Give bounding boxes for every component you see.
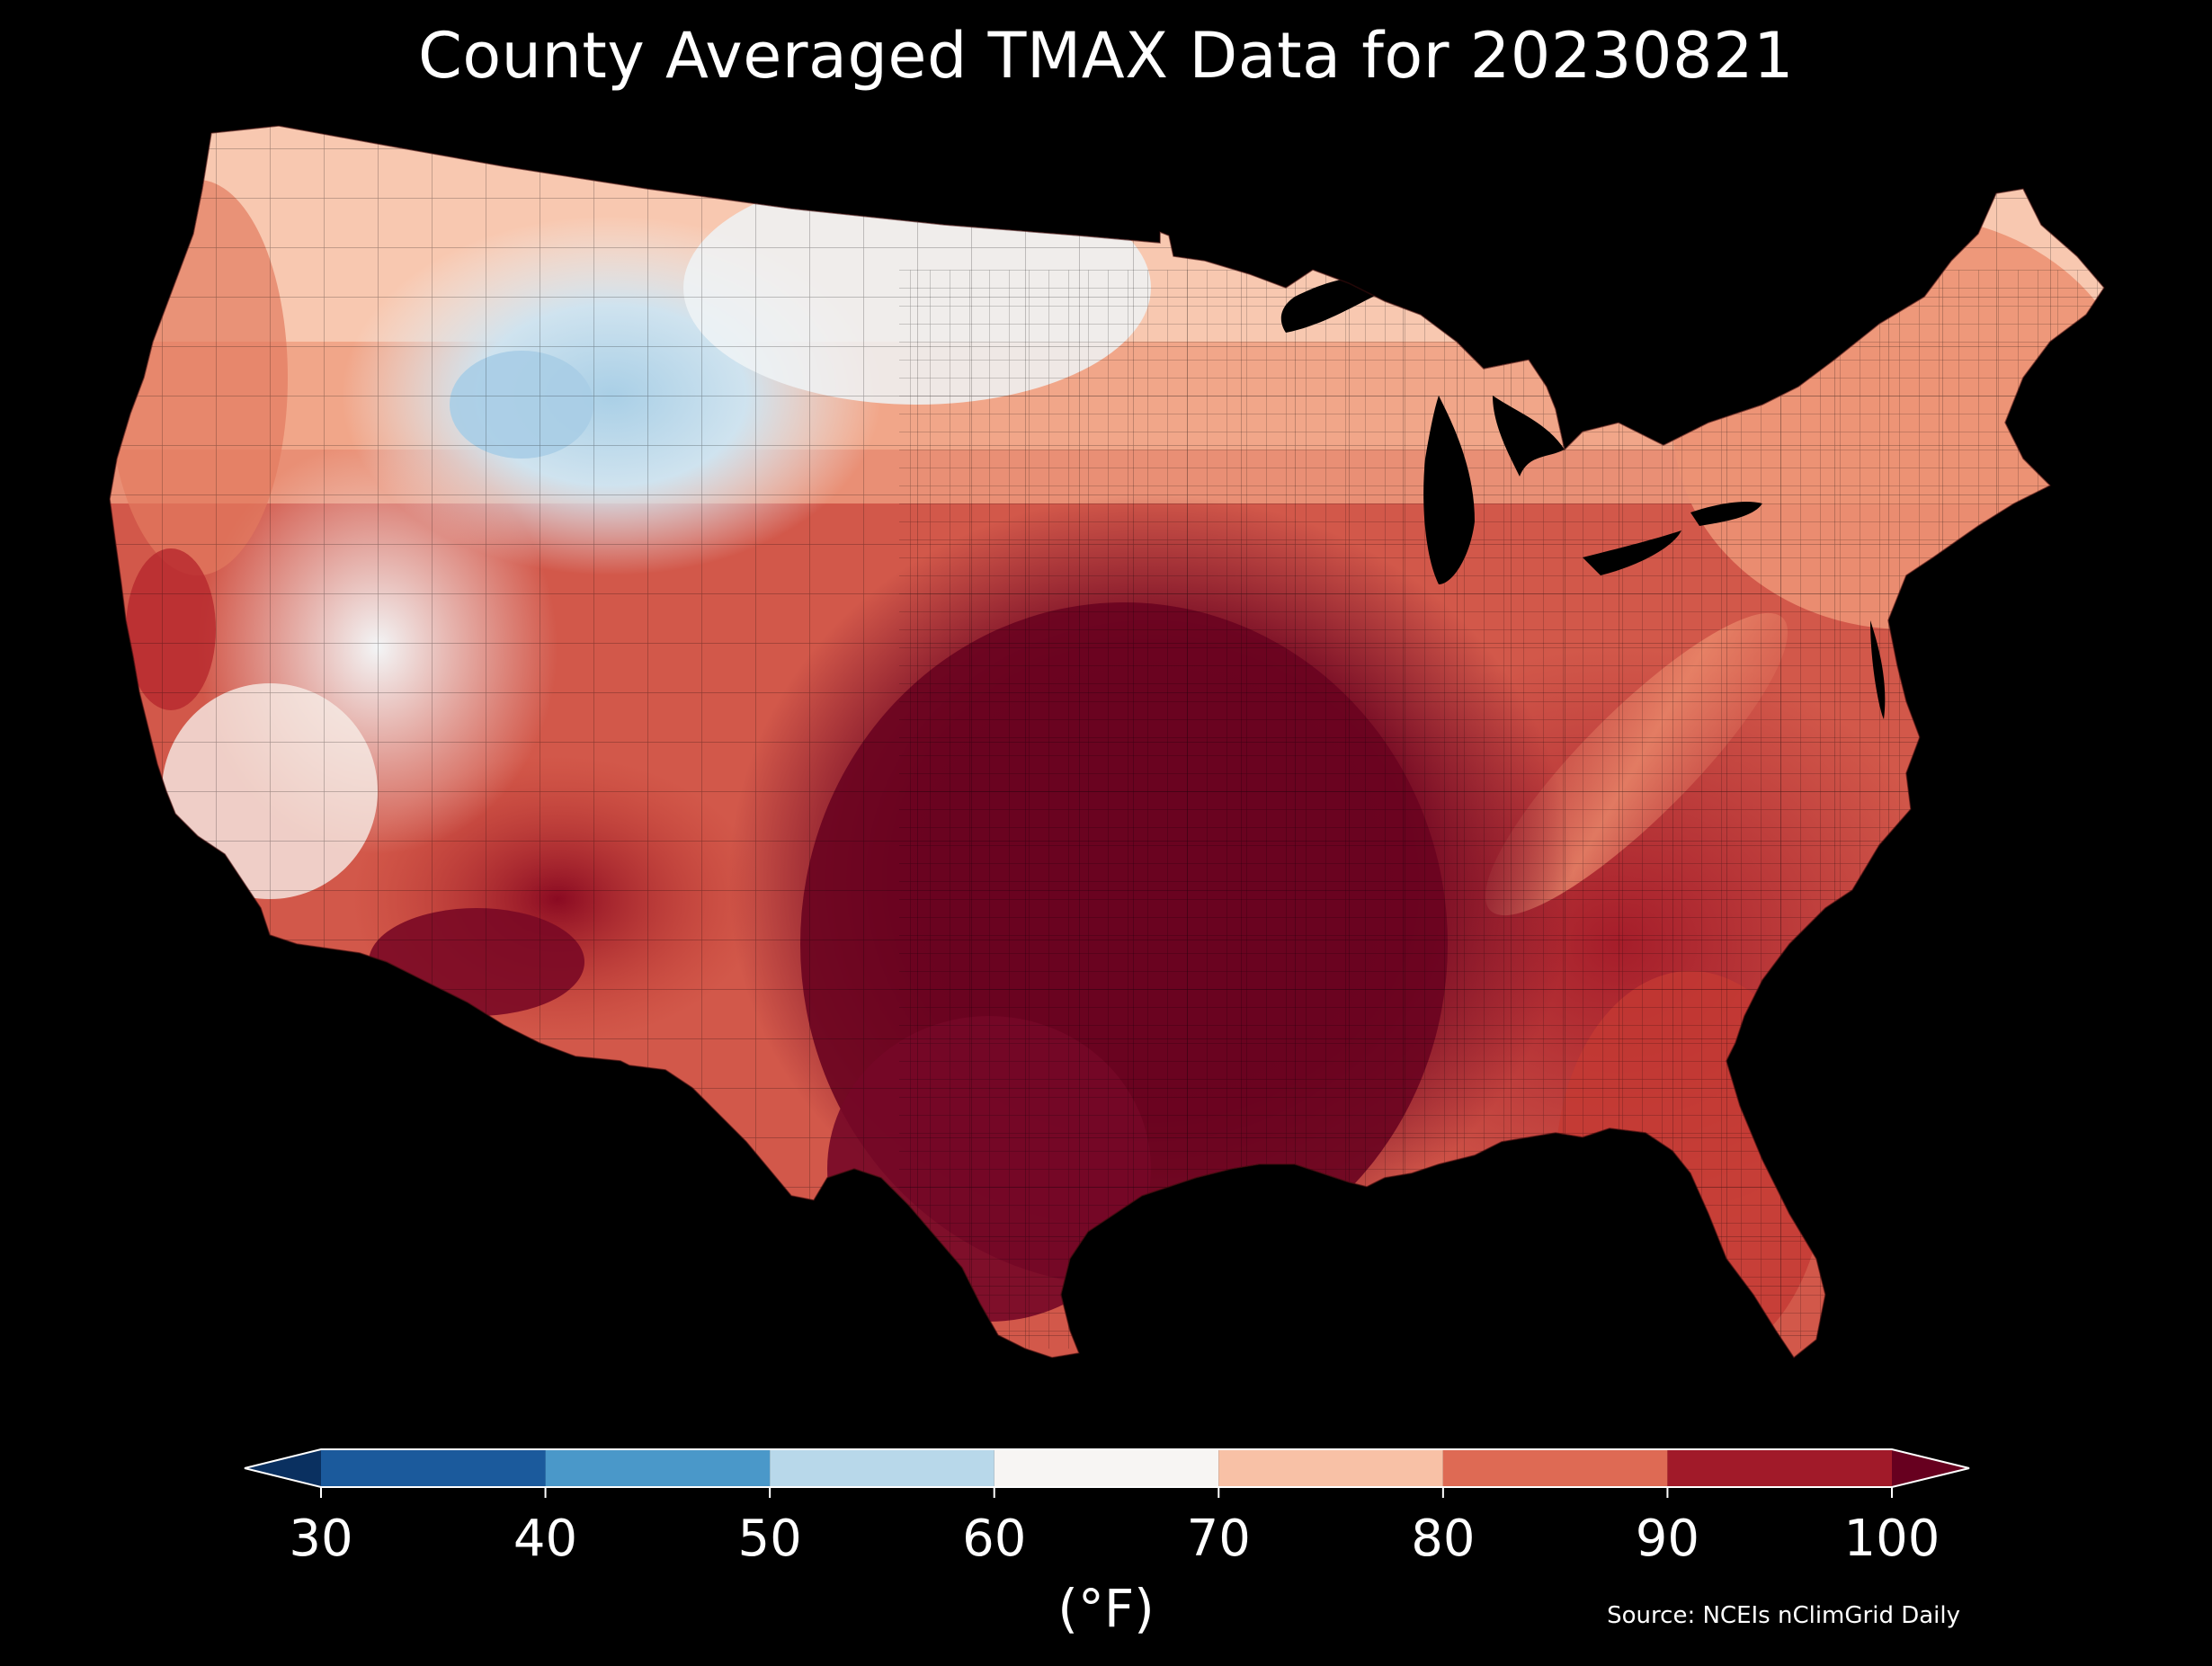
- colorbar-tick-label: 40: [513, 1510, 578, 1568]
- colorbar-tick-label: 50: [737, 1510, 802, 1568]
- colorbar-tick-label: 90: [1635, 1510, 1700, 1568]
- colorbar-tick-label: 100: [1843, 1510, 1940, 1568]
- colorbar-tick-label: 30: [289, 1510, 353, 1568]
- colorbar-bin-60-70: [994, 1449, 1219, 1487]
- colorbar-bin-70-80: [1218, 1449, 1443, 1487]
- colorbar-unit-label: (°F): [1057, 1578, 1155, 1639]
- colorbar-tick-label: 80: [1411, 1510, 1476, 1568]
- map-title: County Averaged TMAX Data for 20230821: [417, 19, 1795, 93]
- colorbar-tick-label: 60: [962, 1510, 1027, 1568]
- colorbar-bin-40-50: [545, 1449, 771, 1487]
- colorbar-bin-50-60: [770, 1449, 995, 1487]
- colorbar-bin-90-100: [1667, 1449, 1892, 1487]
- colorbar-over-arrow: [1892, 1449, 1969, 1487]
- colorbar-bin-80-90: [1442, 1449, 1668, 1487]
- colorbar-tick-label: 70: [1186, 1510, 1251, 1568]
- source-credit: Source: NCEIs nClimGrid Daily: [1607, 1602, 1960, 1629]
- choropleth-map: [109, 125, 2105, 1359]
- colorbar-bin-30-40: [321, 1449, 546, 1487]
- colorbar-under-arrow: [245, 1449, 321, 1487]
- colorbar: [244, 1448, 1970, 1498]
